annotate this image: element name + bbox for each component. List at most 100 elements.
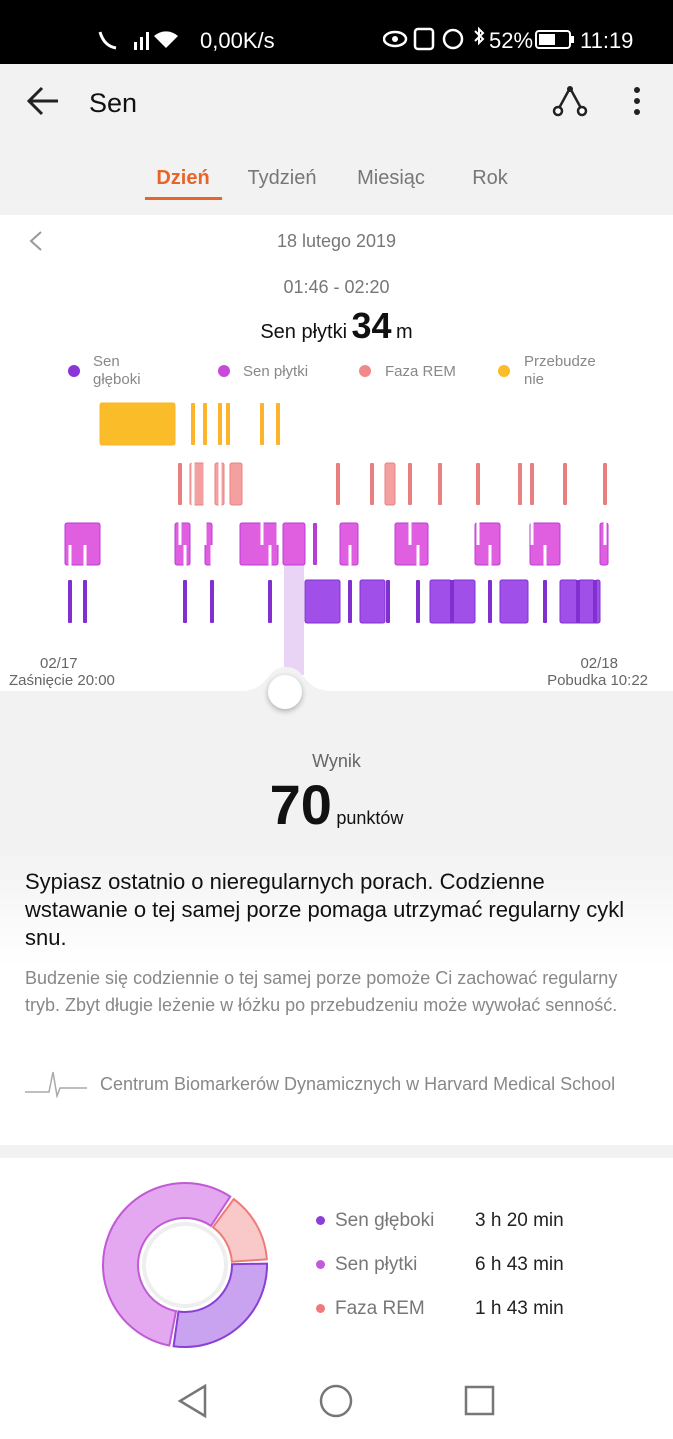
advice-body: Budzenie się codziennie o tej samej porz… [25,968,618,1015]
nav-buttons[interactable] [170,1383,510,1419]
stage-spike [603,463,607,505]
baseline-curve [0,667,673,695]
net-speed: 0,00K/s [200,28,275,53]
time-range: 01:46 - 02:20 [283,277,390,297]
date: 18 lutego 2019 [276,231,397,251]
score: 70 punktów [0,772,673,837]
battery-level: 52% [489,28,534,53]
stage-spike [450,580,454,623]
end-date: 02/18 [580,655,618,672]
back-button[interactable] [26,85,62,117]
status-icons-right [383,26,485,51]
prev-day[interactable] [28,230,44,252]
stage-name: Sen płytki [260,321,348,343]
stage-spike [276,403,280,445]
tab[interactable]: Tydzień [247,167,317,189]
advice-panel [0,850,673,1145]
legend-dot [316,1260,325,1269]
tab[interactable]: Dzień [156,167,210,189]
donut-hole [142,1222,228,1308]
stage-segment [282,522,306,566]
legend-dot [498,365,510,377]
hypnogram [0,402,673,695]
stage-name: Sen głęboki [335,1210,435,1231]
stage-spike [518,463,522,505]
stage-spike [476,463,480,505]
stage-segment [229,462,243,506]
stage-spike [178,463,182,505]
stage-spike [203,403,207,445]
donut [102,1182,268,1348]
legend-dot [316,1304,325,1313]
stage-spike [370,463,374,505]
time-slider[interactable] [268,675,302,709]
tab-indicator [145,197,222,200]
stage-segment [239,522,279,566]
stage-spike [576,580,580,623]
stage-segment [384,462,396,506]
stage-segment [359,579,386,624]
stage-name: Faza REM [335,1298,425,1319]
stage-spike [268,580,272,623]
advice-heading: Sypiasz ostatnio o nieregularnych porach… [25,869,625,950]
donut-slice [172,1262,268,1348]
start-label: Zaśnięcie 20:00 [9,672,115,689]
stage-unit: m [396,321,413,343]
donut-slice [211,1197,268,1263]
legend-label: Sen płytki [243,363,309,380]
legend-dot [316,1216,325,1225]
tab[interactable]: Rok [472,167,508,189]
score-label: Wynik [312,751,361,771]
stage-spike [543,580,547,623]
stage-segment [499,579,529,624]
stage-spike [438,463,442,505]
stage-spike [83,580,87,623]
stage-spike [530,463,534,505]
stage-duration: 3 h 20 min [475,1210,564,1231]
clock: 11:19 [580,28,634,53]
stage-spike [336,463,340,505]
stage-spike [416,580,420,623]
stage-duration: 1 h 43 min [475,1298,564,1319]
stage-segment [99,402,176,446]
legend-label: Przebudzenie [524,353,596,388]
battery-icon [535,30,574,49]
legend-dot [218,365,230,377]
score-unit: punktów [336,808,404,828]
legend-dot [68,365,80,377]
source: Centrum Biomarkerów Dynamicznych w Harva… [100,1074,616,1094]
donut-slice [102,1182,232,1347]
stage-spike [260,403,264,445]
stage-spike [226,403,230,445]
legend-label: Faza REM [385,363,456,380]
stage-spike [218,403,222,445]
menu-button[interactable] [630,86,644,118]
status-bar: 0,00K/s 52% 11:19 [0,0,673,64]
end-label: Pobudka 10:22 [547,672,648,689]
stage-name: Sen płytki [335,1254,418,1275]
page-title: Sen [89,88,138,118]
stage-spike [313,523,317,565]
stage-segment [64,522,101,566]
stage-spike [563,463,567,505]
stage-spike [593,580,597,623]
nav-bar [0,1360,673,1439]
stage-spike [408,463,412,505]
stage-spike [386,580,390,623]
start-date: 02/17 [40,655,78,672]
legend-dot [359,365,371,377]
stage-segment [304,579,341,624]
stage-summary: Sen płytki 34 m [0,305,673,347]
stage-spike [210,580,214,623]
share-button[interactable] [552,84,588,118]
stage-segment [474,522,501,566]
stage-spike [68,580,72,623]
tab[interactable]: Miesiąc [357,167,425,189]
stage-amount: 34 [351,305,392,346]
stage-segment [174,522,191,566]
stage-spike [348,580,352,623]
stage-duration: 6 h 43 min [475,1254,564,1275]
stage-spike [191,403,195,445]
stage-spike [488,580,492,623]
